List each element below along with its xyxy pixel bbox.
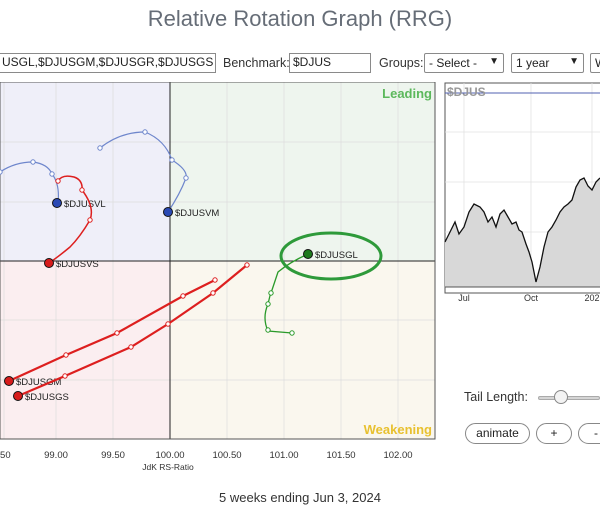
tail-djusvs[interactable]: $DJUSVS [44, 175, 99, 270]
quadrant-label-leading: Leading [382, 86, 432, 101]
groups-select[interactable]: - Select - ▼ [424, 53, 504, 73]
x-tick: 102.00 [383, 450, 412, 461]
quadrant-label-weakening: Weakening [364, 422, 432, 437]
x-tick: 100.00 [155, 450, 184, 461]
animate-button[interactable]: animate [465, 423, 530, 444]
label-djusvs: $DJUSVS [56, 259, 99, 270]
head-djusvm[interactable] [163, 207, 173, 217]
rrg-chart: Leading Weakening $DJUSVM $DJUSVL $DJUSV… [0, 82, 436, 472]
price-area [445, 178, 600, 287]
x-axis-label: JdK RS-Ratio [142, 462, 194, 472]
period-select[interactable]: 1 year ▼ [511, 53, 584, 73]
head-djusgs[interactable] [13, 391, 23, 401]
price-chart: $DJUS Jul Oct 202 [444, 82, 600, 303]
symbols-input[interactable]: USGL,$DJUSGM,$DJUSGR,$DJUSGS [0, 53, 216, 73]
month-label: Oct [524, 293, 539, 303]
head-djusvl[interactable] [52, 198, 62, 208]
price-chart-symbol: $DJUS [447, 85, 486, 99]
period-select-value: 1 year [516, 56, 550, 70]
label-djusgm: $DJUSGM [16, 377, 61, 388]
tail-djusgs[interactable]: $DJUSGS [13, 262, 250, 403]
label-djusvm: $DJUSVM [175, 208, 219, 219]
month-label: 202 [584, 293, 599, 303]
price-line [444, 177, 600, 283]
benchmark-input[interactable]: $DJUS [289, 53, 371, 73]
tail-length-label: Tail Length: [464, 390, 528, 404]
tail-djusgl[interactable]: $DJUSGL [264, 231, 383, 336]
label-djusvl: $DJUSVL [64, 199, 106, 210]
x-tick: 101.00 [269, 450, 298, 461]
quadrant-leading [170, 82, 435, 261]
x-tick: 99.50 [101, 450, 125, 461]
extra-select-value: W [595, 56, 600, 70]
toolbar: USGL,$DJUSGM,$DJUSGR,$DJUSGS Benchmark: … [0, 50, 600, 78]
chevron-down-icon: ▼ [489, 56, 499, 67]
date-caption: 5 weeks ending Jun 3, 2024 [219, 490, 381, 505]
month-label: Jul [458, 293, 470, 303]
head-djusgl[interactable] [303, 249, 313, 259]
groups-select-value: - Select - [429, 56, 478, 70]
x-tick: 99.00 [44, 450, 68, 461]
plus-button[interactable]: + [536, 423, 572, 444]
highlight-ellipse [279, 231, 383, 281]
quadrant-improving [0, 82, 170, 261]
page-title: Relative Rotation Graph (RRG) [147, 6, 453, 31]
tail-djusgm[interactable]: $DJUSGM [4, 277, 218, 388]
plot-border [0, 82, 436, 440]
tail-djusvm[interactable]: $DJUSVM [97, 129, 220, 219]
x-tick: 101.50 [326, 450, 355, 461]
head-djusvs[interactable] [44, 258, 54, 268]
extra-select[interactable]: W [590, 53, 600, 73]
chevron-down-icon: ▼ [569, 56, 579, 67]
x-tick: 100.50 [212, 450, 241, 461]
quadrant-lagging [0, 261, 170, 439]
benchmark-label: Benchmark: [223, 56, 290, 70]
label-djusgs: $DJUSGS [25, 392, 69, 403]
groups-label: Groups: [379, 56, 424, 70]
minus-button[interactable]: - [578, 423, 600, 444]
tail-length-slider-thumb[interactable] [554, 390, 568, 404]
tail-length-slider-track[interactable] [538, 396, 600, 400]
quadrant-weakening [170, 261, 435, 439]
label-djusgl: $DJUSGL [315, 250, 358, 261]
tail-djusvl[interactable]: $DJUSVL [0, 159, 106, 210]
x-tick: .50 [0, 450, 11, 461]
x-axis-ticks: .50 99.00 99.50 100.00 100.50 101.00 101… [0, 450, 413, 461]
head-djusgm[interactable] [4, 376, 14, 386]
